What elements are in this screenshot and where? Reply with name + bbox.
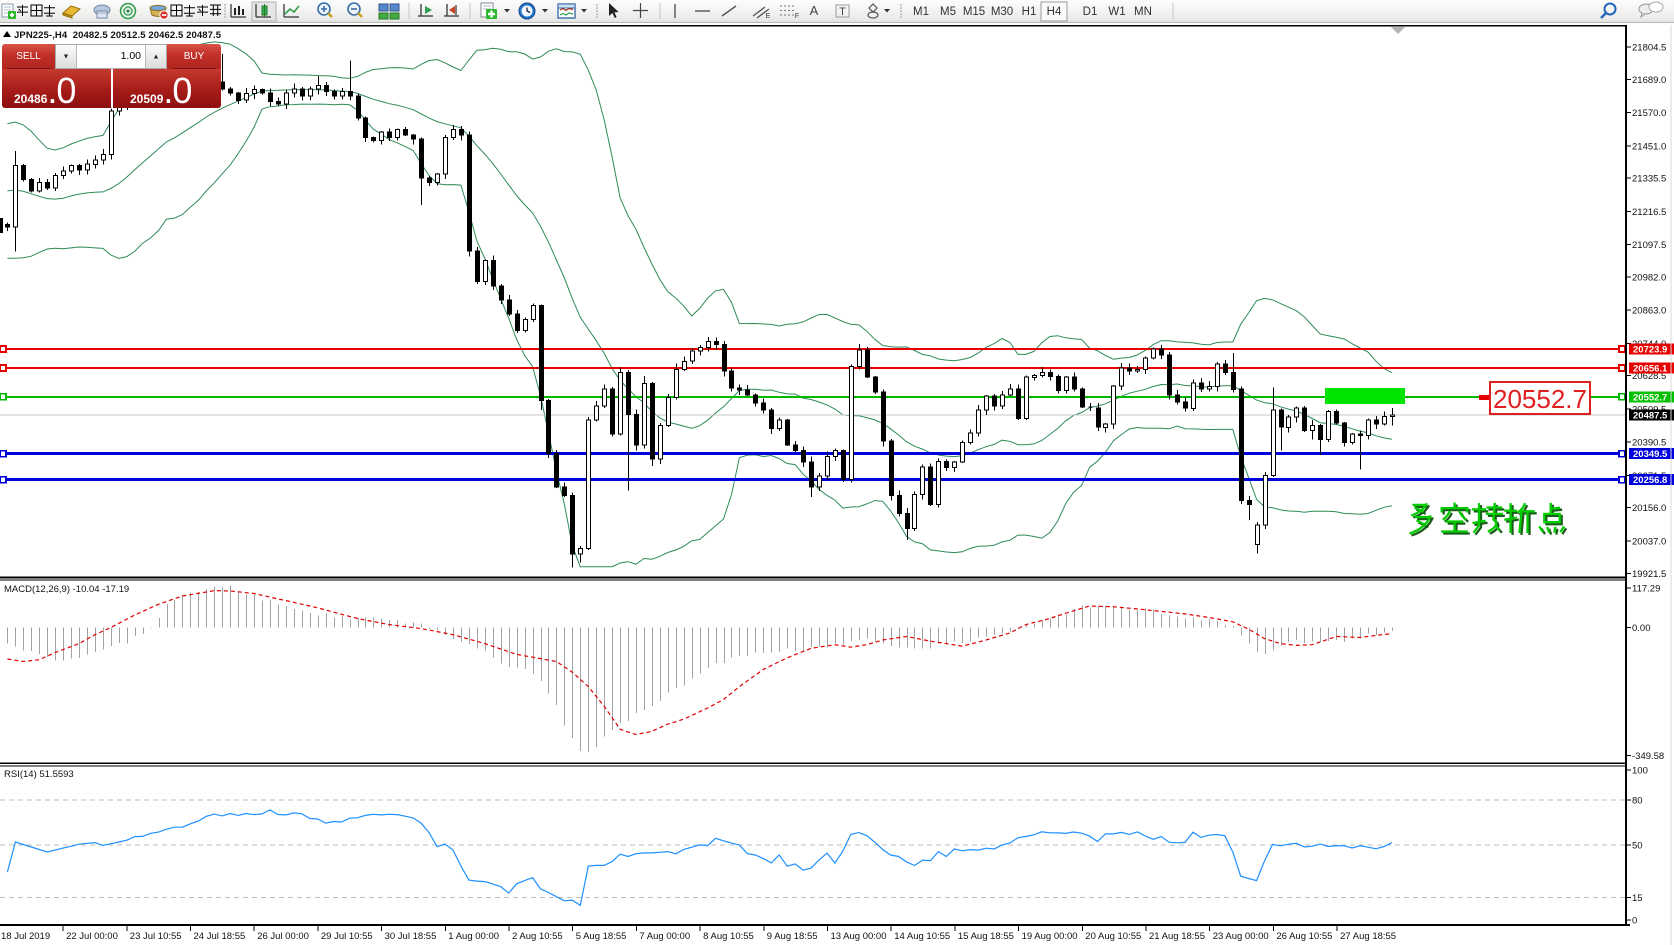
svg-text:22 Jul 00:00: 22 Jul 00:00: [66, 931, 118, 942]
svg-text:20863.0: 20863.0: [1632, 306, 1666, 317]
svg-text:8 Aug 10:55: 8 Aug 10:55: [703, 931, 754, 942]
svg-text:2 Aug 10:55: 2 Aug 10:55: [512, 931, 563, 942]
svg-text:26 Aug 10:55: 26 Aug 10:55: [1276, 931, 1332, 942]
svg-text:20 Aug 10:55: 20 Aug 10:55: [1085, 931, 1141, 942]
svg-text:0: 0: [1632, 916, 1637, 927]
svg-text:20656.1: 20656.1: [1633, 364, 1668, 375]
svg-text:24 Jul 18:55: 24 Jul 18:55: [194, 931, 246, 942]
svg-text:20349.5: 20349.5: [1633, 449, 1668, 460]
svg-text:21804.5: 21804.5: [1632, 43, 1666, 54]
svg-text:20390.5: 20390.5: [1632, 438, 1666, 449]
svg-text:H4: H4: [1047, 6, 1062, 18]
svg-text:E: E: [766, 13, 771, 20]
svg-text:M1: M1: [913, 6, 929, 18]
svg-text:M5: M5: [940, 6, 956, 18]
svg-text:100: 100: [1632, 766, 1648, 777]
svg-text:20487.5: 20487.5: [1633, 411, 1668, 422]
svg-text:20982.0: 20982.0: [1632, 272, 1666, 283]
svg-text:MACD(12,26,9) -10.04 -17.19: MACD(12,26,9) -10.04 -17.19: [4, 584, 129, 595]
svg-text:27 Aug 18:55: 27 Aug 18:55: [1340, 931, 1396, 942]
svg-text:0.00: 0.00: [1632, 623, 1651, 634]
svg-text:20156.0: 20156.0: [1632, 503, 1666, 514]
svg-text:18 Jul 2019: 18 Jul 2019: [1, 931, 50, 942]
svg-text:23 Aug 00:00: 23 Aug 00:00: [1213, 931, 1269, 942]
svg-text:13 Aug 00:00: 13 Aug 00:00: [831, 931, 887, 942]
svg-text:A: A: [810, 3, 819, 18]
svg-text:21451.0: 21451.0: [1632, 141, 1666, 152]
svg-text:20256.8: 20256.8: [1633, 475, 1667, 486]
svg-text:15: 15: [1632, 893, 1643, 904]
svg-text:20552.7: 20552.7: [1493, 384, 1587, 414]
svg-text:M15: M15: [963, 6, 985, 18]
svg-text:21335.5: 21335.5: [1632, 174, 1666, 185]
svg-text:15 Aug 18:55: 15 Aug 18:55: [958, 931, 1014, 942]
svg-text:F: F: [795, 13, 799, 20]
svg-text:-349.58: -349.58: [1632, 751, 1664, 762]
svg-text:21689.0: 21689.0: [1632, 75, 1666, 86]
svg-text:26 Jul 00:00: 26 Jul 00:00: [257, 931, 309, 942]
svg-text:29 Jul 10:55: 29 Jul 10:55: [321, 931, 373, 942]
svg-text:19 Aug 00:00: 19 Aug 00:00: [1022, 931, 1078, 942]
svg-text:H1: H1: [1022, 6, 1037, 18]
svg-text:21216.5: 21216.5: [1632, 207, 1666, 218]
svg-text:23 Jul 10:55: 23 Jul 10:55: [130, 931, 182, 942]
svg-text:T: T: [839, 6, 846, 18]
svg-text:W1: W1: [1108, 6, 1125, 18]
svg-text:14 Aug 10:55: 14 Aug 10:55: [894, 931, 950, 942]
svg-text:80: 80: [1632, 796, 1643, 807]
svg-text:20037.0: 20037.0: [1632, 537, 1666, 548]
svg-text:19921.5: 19921.5: [1632, 569, 1666, 580]
svg-text:MN: MN: [1134, 6, 1152, 18]
svg-text:21570.0: 21570.0: [1632, 108, 1666, 119]
svg-text:21 Aug 18:55: 21 Aug 18:55: [1149, 931, 1205, 942]
svg-text:RSI(14) 51.5593: RSI(14) 51.5593: [4, 769, 74, 780]
svg-text:1 Aug 00:00: 1 Aug 00:00: [448, 931, 499, 942]
svg-text:M30: M30: [991, 6, 1013, 18]
svg-text:D1: D1: [1083, 6, 1098, 18]
svg-text:9 Aug 18:55: 9 Aug 18:55: [767, 931, 818, 942]
svg-text:30 Jul 18:55: 30 Jul 18:55: [385, 931, 437, 942]
svg-text:7 Aug 00:00: 7 Aug 00:00: [639, 931, 690, 942]
svg-text:20628.5: 20628.5: [1632, 371, 1666, 382]
svg-text:21097.5: 21097.5: [1632, 240, 1666, 251]
svg-text:117.29: 117.29: [1632, 584, 1660, 595]
svg-text:20723.9: 20723.9: [1633, 345, 1667, 356]
svg-text:20552.7: 20552.7: [1633, 392, 1667, 403]
svg-text:5 Aug 18:55: 5 Aug 18:55: [576, 931, 627, 942]
svg-text:50: 50: [1632, 841, 1643, 852]
